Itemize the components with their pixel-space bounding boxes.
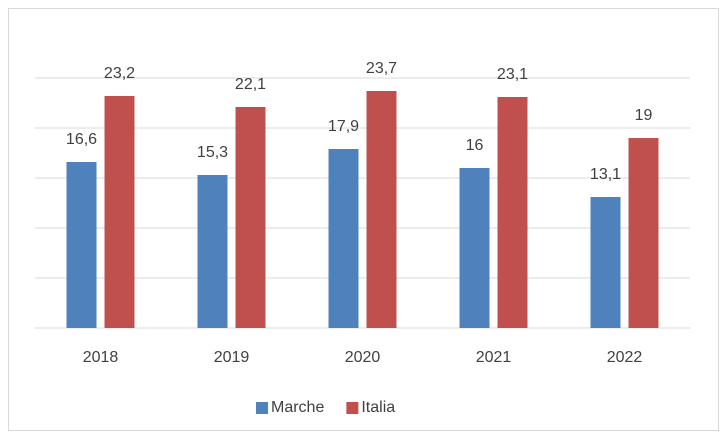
legend-label: Marche [271,399,324,416]
data-label: 19 [635,107,653,124]
bar [328,149,359,328]
data-label: 22,1 [235,76,266,93]
legend-swatch [256,402,268,414]
bar [628,138,659,328]
data-label: 16 [466,137,484,154]
bar [66,162,97,328]
x-tick-label: 2022 [607,349,643,366]
x-tick-label: 2020 [345,349,381,366]
data-label: 23,7 [366,60,397,77]
bar [459,168,490,328]
bar [590,197,621,328]
bar [366,91,397,328]
bar [197,175,228,328]
data-label: 15,3 [197,144,228,161]
bar [104,96,135,328]
data-label: 17,9 [328,118,359,135]
data-label: 16,6 [66,131,97,148]
data-label: 13,1 [590,166,621,183]
x-tick-label: 2018 [83,349,119,366]
bar [497,97,528,328]
data-label: 23,2 [104,65,135,82]
legend-label: Italia [361,399,395,416]
x-tick-label: 2021 [476,349,512,366]
bar [235,107,266,328]
x-tick-label: 2019 [214,349,250,366]
legend-swatch [346,402,359,414]
data-label: 23,1 [497,66,528,83]
